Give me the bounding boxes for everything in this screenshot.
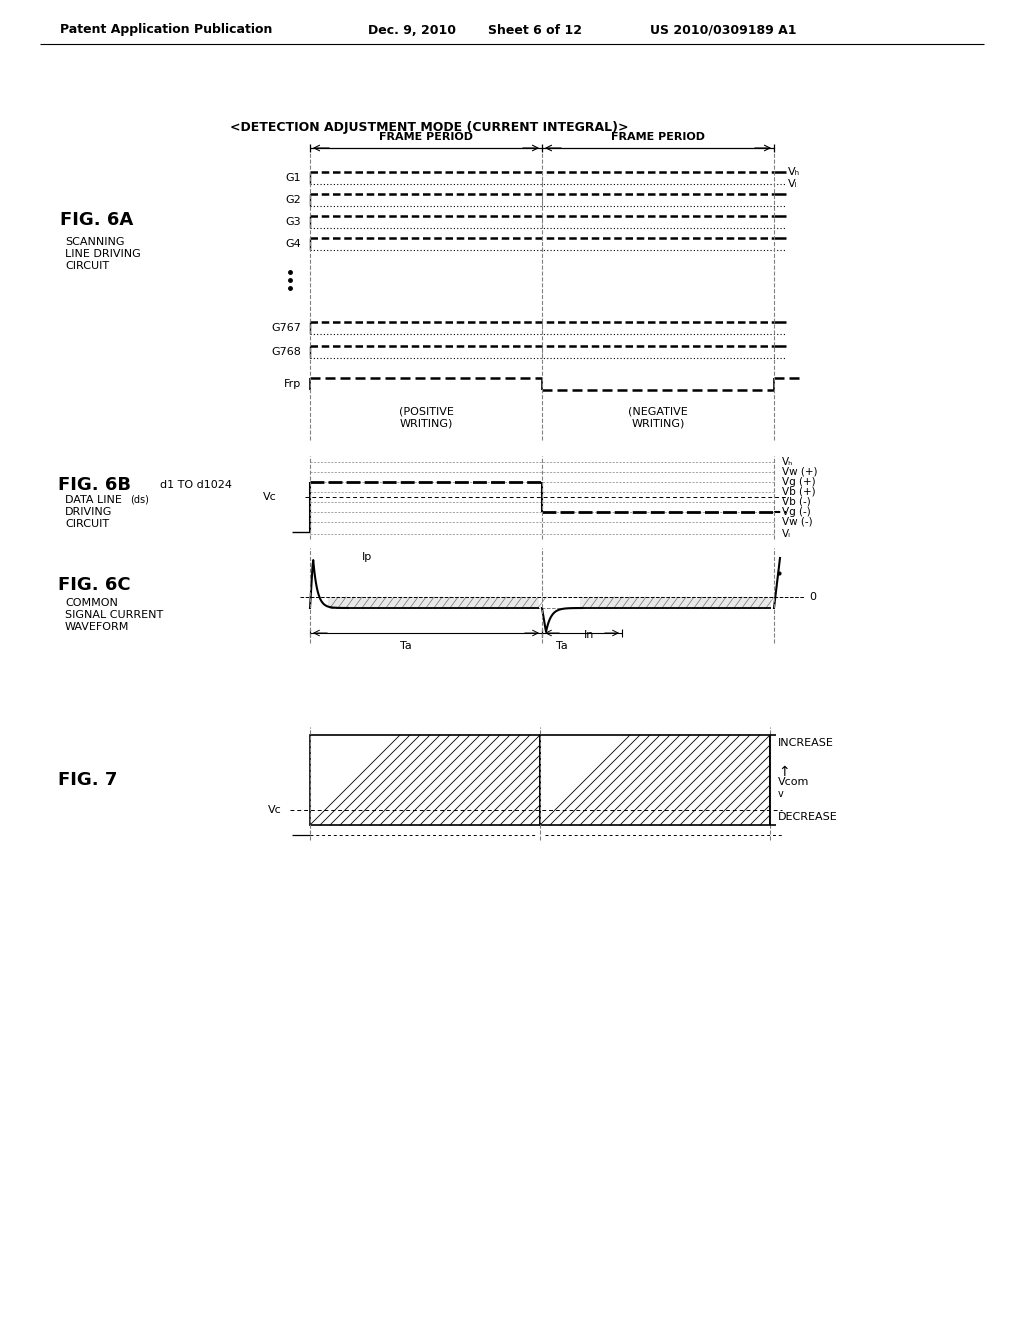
Text: WAVEFORM: WAVEFORM: [65, 622, 129, 632]
Text: Ta: Ta: [556, 642, 568, 651]
Text: Ta: Ta: [400, 642, 412, 651]
Text: (NEGATIVE: (NEGATIVE: [628, 407, 688, 417]
Text: INCREASE: INCREASE: [778, 738, 834, 748]
Text: <DETECTION ADJUSTMENT MODE (CURRENT INTEGRAL)>: <DETECTION ADJUSTMENT MODE (CURRENT INTE…: [230, 120, 629, 133]
Text: Ip: Ip: [362, 552, 373, 562]
Text: COMMON: COMMON: [65, 598, 118, 609]
Text: Vw (-): Vw (-): [782, 517, 813, 527]
Text: Patent Application Publication: Patent Application Publication: [60, 24, 272, 37]
Text: G768: G768: [271, 347, 301, 356]
Text: d1 TO d1024: d1 TO d1024: [160, 480, 232, 490]
Text: US 2010/0309189 A1: US 2010/0309189 A1: [650, 24, 797, 37]
Text: FIG. 6B: FIG. 6B: [58, 477, 131, 494]
Text: Vc: Vc: [263, 492, 278, 502]
Bar: [310, 735, 540, 825]
Text: CIRCUIT: CIRCUIT: [65, 519, 110, 529]
Text: Sheet 6 of 12: Sheet 6 of 12: [488, 24, 582, 37]
Text: Vₗ: Vₗ: [788, 180, 798, 189]
Text: (POSITIVE: (POSITIVE: [398, 407, 454, 417]
Text: FIG. 6A: FIG. 6A: [60, 211, 133, 228]
Text: G3: G3: [286, 216, 301, 227]
Text: Vg (+): Vg (+): [782, 477, 816, 487]
Text: Vb (-): Vb (-): [782, 498, 811, 507]
Text: SIGNAL CURRENT: SIGNAL CURRENT: [65, 610, 163, 620]
Text: ↑: ↑: [778, 766, 790, 779]
Text: Dec. 9, 2010: Dec. 9, 2010: [368, 24, 456, 37]
Text: G767: G767: [271, 323, 301, 333]
Polygon shape: [328, 597, 539, 609]
Text: WRITING): WRITING): [632, 418, 685, 429]
Text: G2: G2: [286, 195, 301, 205]
Text: FRAME PERIOD: FRAME PERIOD: [611, 132, 705, 143]
Text: WRITING): WRITING): [399, 418, 453, 429]
Text: Vw (+): Vw (+): [782, 467, 817, 477]
Text: DRIVING: DRIVING: [65, 507, 113, 517]
Text: Vcom: Vcom: [778, 777, 809, 787]
Text: v: v: [778, 789, 783, 799]
Text: Vc: Vc: [268, 805, 282, 814]
Text: Vₕ: Vₕ: [782, 457, 794, 467]
Text: 0: 0: [809, 591, 816, 602]
Text: FRAME PERIOD: FRAME PERIOD: [379, 132, 473, 143]
Polygon shape: [580, 597, 771, 609]
Text: DATA LINE: DATA LINE: [65, 495, 122, 506]
Text: Vₕ: Vₕ: [788, 168, 800, 177]
Text: FIG. 7: FIG. 7: [58, 771, 118, 789]
Text: Vg (-): Vg (-): [782, 507, 811, 517]
Text: CIRCUIT: CIRCUIT: [65, 261, 110, 271]
Text: Frp: Frp: [284, 379, 301, 389]
Text: G4: G4: [286, 239, 301, 249]
Text: FIG. 6C: FIG. 6C: [58, 576, 131, 594]
Text: Vb (+): Vb (+): [782, 487, 816, 498]
Text: (ds): (ds): [130, 495, 148, 506]
Text: G1: G1: [286, 173, 301, 183]
Bar: [540, 735, 770, 825]
Text: In: In: [584, 630, 594, 640]
Text: DECREASE: DECREASE: [778, 812, 838, 822]
Text: SCANNING: SCANNING: [65, 238, 125, 247]
Text: Vₗ: Vₗ: [782, 529, 791, 539]
Text: LINE DRIVING: LINE DRIVING: [65, 249, 140, 259]
